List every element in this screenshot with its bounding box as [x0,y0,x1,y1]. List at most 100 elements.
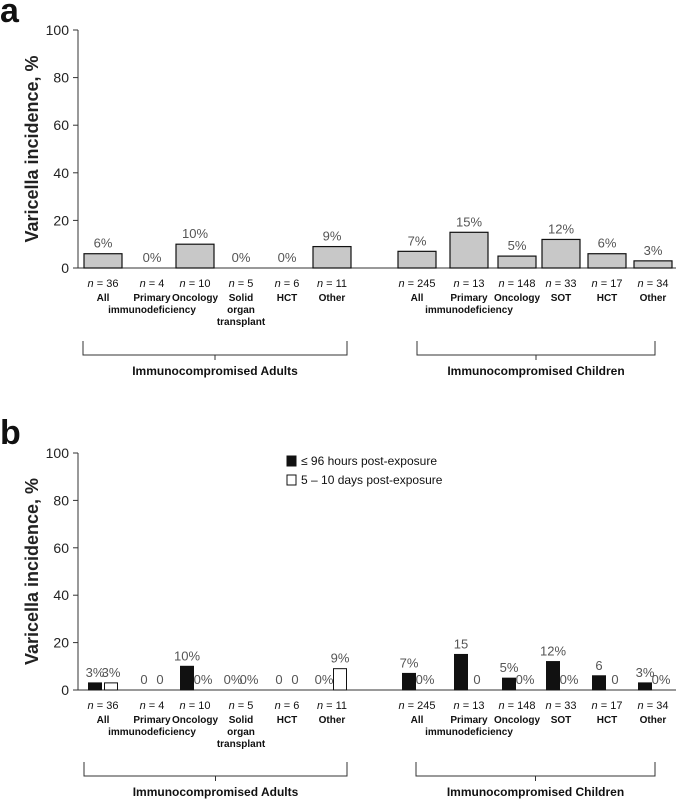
n-label: n = 17 [592,278,623,290]
n-label: n = 6 [275,278,300,290]
y-tick-label: 40 [53,165,69,181]
group-bracket [83,762,348,781]
y-tick-label: 40 [53,587,69,603]
data-label: 12% [548,221,574,236]
group-label: Immunocompromised Adults [133,785,299,799]
n-symbol: n [498,700,504,712]
n-value: = 4 [146,278,165,290]
data-label: 5% [508,238,527,253]
y-axis-label: Varicella incidence, % [22,55,42,242]
bar-96h [502,677,516,691]
n-value: = 36 [94,700,119,712]
category-label: Other [640,293,667,304]
category-label: immunodeficiency [425,305,513,316]
data-label: 7% [400,655,419,670]
data-label: 0% [560,672,579,687]
n-value: = 245 [405,278,436,290]
bar-96h [592,675,606,691]
n-value: = 33 [552,278,577,290]
n-label: n = 33 [546,700,577,712]
n-value: = 17 [598,278,623,290]
data-label: 0% [315,672,334,687]
n-label: n = 10 [180,278,211,290]
category-label: All [97,715,110,726]
legend-label: ≤ 96 hours post-exposure [301,454,437,468]
category-label: All [411,715,424,726]
data-label: 6% [94,236,113,251]
bar [497,255,537,269]
data-label: 0% [516,672,535,687]
bar [83,253,123,269]
category-label: Oncology [494,715,541,726]
category-label: Oncology [172,293,219,304]
data-label: 12% [540,644,566,659]
n-symbol: n [140,278,146,290]
category-label: All [97,293,110,304]
y-axis-label: Varicella incidence, % [22,478,42,665]
data-label: 6% [598,236,617,251]
n-symbol: n [88,278,94,290]
data-label: 0 [611,672,618,687]
n-symbol: n [180,700,186,712]
data-label: 0% [194,672,213,687]
n-symbol: n [398,700,404,712]
data-label: 3% [636,665,655,680]
category-label: Primary [133,715,171,726]
n-label: n = 17 [592,700,623,712]
n-value: = 11 [323,278,347,290]
category-label: transplant [217,317,266,328]
n-label: n = 13 [454,700,485,712]
n-value: = 5 [235,700,254,712]
y-tick-label: 60 [53,117,69,133]
category-label: HCT [597,293,618,304]
group-bracket [416,341,656,360]
bar-5-10d [333,668,347,691]
n-value: = 13 [460,278,485,290]
category-label: organ [227,305,255,316]
panel-letter-a: a [0,0,20,30]
y-tick-label: 0 [61,682,69,698]
category-label: Oncology [172,715,219,726]
y-tick-label: 60 [53,540,69,556]
n-symbol: n [592,278,598,290]
panel-letter-b: b [0,414,21,452]
y-tick-label: 80 [53,70,69,86]
bar-5-10d [104,682,118,691]
bar-96h [546,661,560,691]
n-label: n = 5 [229,700,254,712]
n-symbol: n [275,278,281,290]
n-symbol: n [229,278,235,290]
category-label: immunodeficiency [108,727,196,738]
n-label: n = 5 [229,278,254,290]
category-label: Solid [229,293,253,304]
n-value: = 34 [644,700,669,712]
y-tick-label: 0 [61,260,69,276]
n-label: n = 11 [317,278,347,290]
legend-swatch-5-10d [286,474,297,486]
category-label: HCT [277,715,298,726]
category-label: Solid [229,715,253,726]
bar [587,253,627,269]
n-symbol: n [592,700,598,712]
n-symbol: n [638,700,644,712]
n-label: n = 34 [638,700,669,712]
data-label: 15% [456,214,482,229]
data-label: 15 [454,636,468,651]
n-value: = 245 [405,700,436,712]
category-label: Other [319,293,346,304]
group-label: Immunocompromised Adults [132,364,298,378]
n-label: n = 148 [498,278,535,290]
category-label: All [411,293,424,304]
data-label: 0 [473,672,480,687]
n-symbol: n [546,700,552,712]
data-label: 0% [278,250,297,265]
category-label: Primary [450,715,488,726]
bar [449,231,489,269]
legend-swatch-96h [286,455,297,467]
n-label: n = 34 [638,278,669,290]
n-value: = 11 [323,700,347,712]
category-label: immunodeficiency [425,727,513,738]
y-tick-label: 100 [46,22,70,38]
n-symbol: n [88,700,94,712]
